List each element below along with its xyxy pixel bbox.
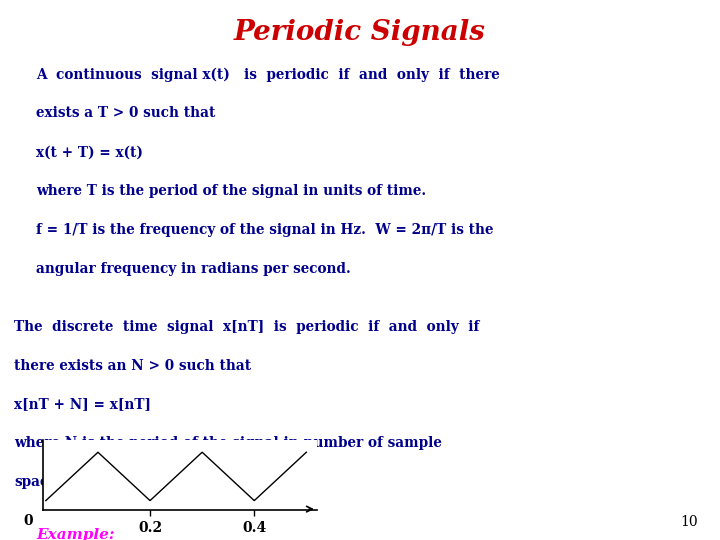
Text: 0: 0 xyxy=(23,514,33,528)
Text: The  discrete  time  signal  x[nT]  is  periodic  if  and  only  if: The discrete time signal x[nT] is period… xyxy=(14,320,480,334)
Text: x[nT + N] = x[nT]: x[nT + N] = x[nT] xyxy=(14,397,151,411)
Text: where N is the period of the signal in number of sample: where N is the period of the signal in n… xyxy=(14,436,442,450)
Text: where T is the period of the signal in units of time.: where T is the period of the signal in u… xyxy=(36,184,426,198)
Text: angular frequency in radians per second.: angular frequency in radians per second. xyxy=(36,262,351,276)
Text: A  continuous  signal x(t)   is  periodic  if  and  only  if  there: A continuous signal x(t) is periodic if … xyxy=(36,68,500,82)
Text: Periodic Signals: Periodic Signals xyxy=(234,19,486,46)
Text: f = 1/T is the frequency of the signal in Hz.  W = 2π/T is the: f = 1/T is the frequency of the signal i… xyxy=(36,223,493,237)
Text: spacings.: spacings. xyxy=(14,475,86,489)
Text: 10: 10 xyxy=(681,515,698,529)
Text: Example:: Example: xyxy=(36,528,114,540)
Text: exists a T > 0 such that: exists a T > 0 such that xyxy=(36,106,215,120)
Text: there exists an N > 0 such that: there exists an N > 0 such that xyxy=(14,359,251,373)
Text: x(t + T) = x(t): x(t + T) = x(t) xyxy=(36,145,143,159)
